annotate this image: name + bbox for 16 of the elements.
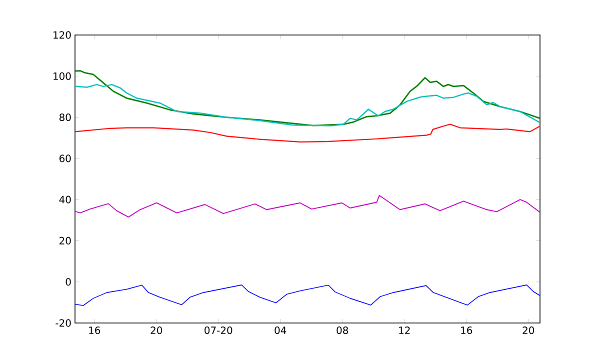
x-tick-label: 20 [522,326,534,334]
x-tick-label: 20 [150,326,162,334]
x-tick-label: 04 [274,326,286,334]
x-tick-label: 07-20 [204,326,232,334]
y-tick-label: 40 [59,196,71,204]
y-tick-label: -20 [56,319,71,327]
x-tick-label: 12 [399,326,410,334]
y-tick-label: 0 [66,278,71,286]
y-tick-label: 20 [60,236,71,244]
y-tick-label: 80 [59,114,71,122]
x-tick-label: 16 [89,326,100,334]
x-tick-label: 08 [336,326,348,334]
x-tick-label: 16 [461,326,472,334]
y-tick-label: 60 [60,154,71,162]
y-tick-label: 120 [54,31,71,39]
y-tick-label: 100 [54,72,71,80]
